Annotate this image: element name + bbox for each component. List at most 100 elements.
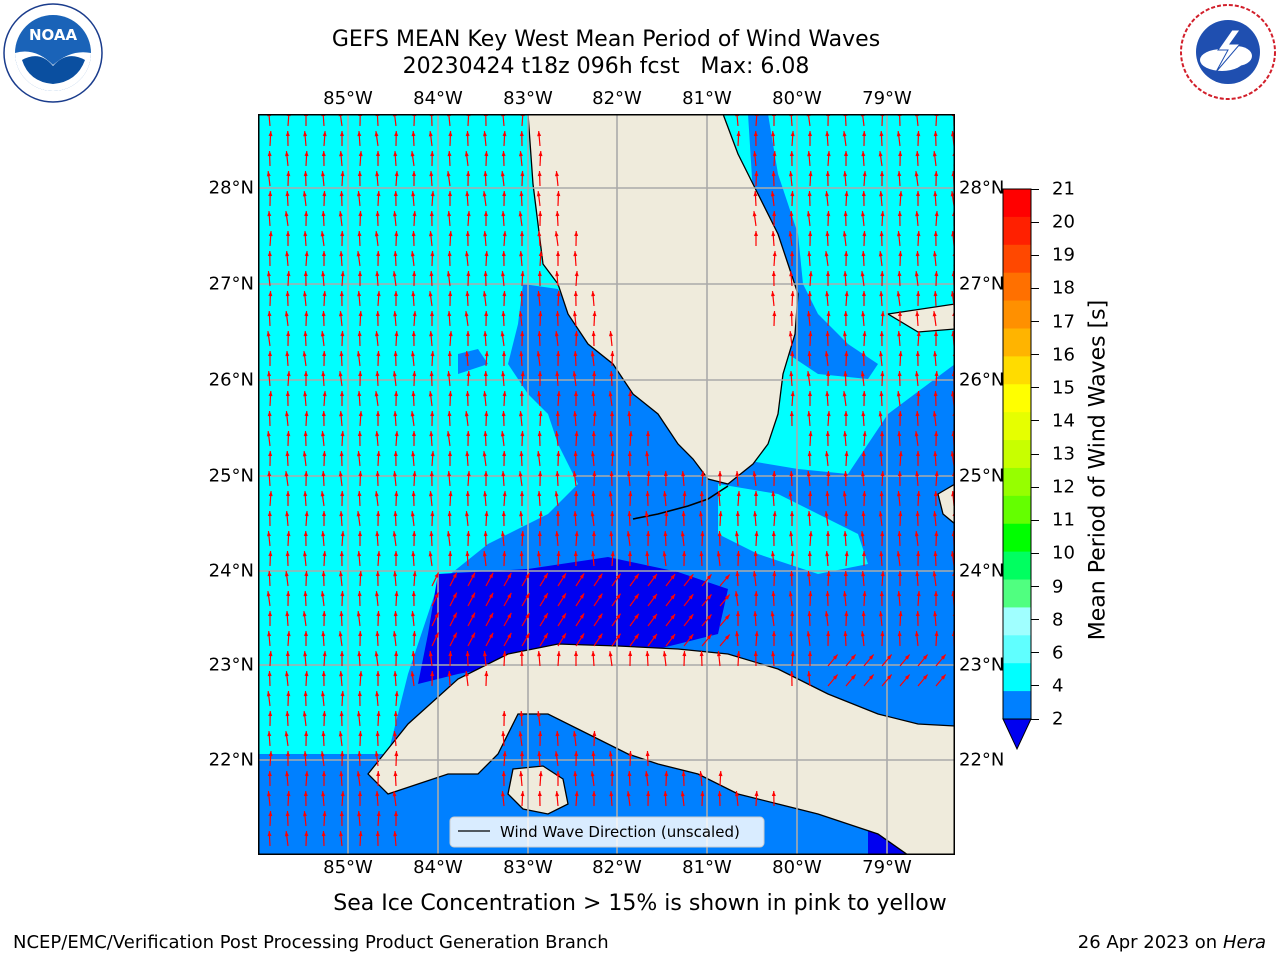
wind-wave-arrow — [609, 470, 614, 487]
wind-wave-arrow — [915, 410, 920, 427]
wind-wave-arrow — [807, 450, 812, 467]
wind-wave-arrow — [862, 490, 867, 507]
wind-wave-arrow — [557, 612, 567, 627]
wind-wave-arrow — [789, 570, 794, 587]
wind-wave-arrow — [790, 190, 795, 207]
wind-wave-arrow — [340, 651, 344, 666]
wind-wave-arrow — [734, 531, 739, 547]
wind-wave-arrow — [555, 470, 560, 487]
wind-wave-arrow — [717, 491, 722, 507]
wind-wave-arrow — [861, 571, 866, 587]
wind-wave-arrow — [735, 631, 740, 647]
wind-wave-arrow — [285, 771, 290, 787]
wind-wave-arrow — [357, 690, 362, 707]
wind-wave-arrow — [789, 670, 794, 687]
wind-wave-arrow — [575, 573, 585, 587]
wind-wave-arrow — [753, 550, 758, 567]
wind-wave-arrow — [843, 310, 848, 327]
wind-wave-arrow — [412, 210, 417, 227]
wind-wave-arrow — [590, 511, 595, 527]
wind-wave-arrow — [358, 210, 363, 227]
wind-wave-arrow — [629, 633, 640, 647]
colorbar-tick-mark — [1031, 387, 1039, 389]
wind-wave-arrow — [392, 271, 397, 287]
wind-wave-arrow — [411, 191, 416, 207]
wind-wave-arrow — [357, 430, 362, 447]
wind-wave-arrow — [394, 130, 399, 147]
nws-logo — [1180, 4, 1276, 100]
wind-wave-arrow — [520, 170, 525, 187]
wind-wave-arrow — [502, 750, 507, 767]
wind-wave-arrow — [358, 410, 363, 427]
wind-wave-arrow — [338, 371, 343, 387]
wind-wave-arrow — [376, 610, 381, 627]
lon-tick-label-top: 80°W — [772, 88, 822, 109]
wind-wave-arrow — [284, 411, 289, 427]
wind-wave-arrow — [609, 530, 614, 547]
colorbar-label: Mean Period of Wind Waves [s] — [1085, 299, 1111, 641]
wind-wave-arrow — [844, 610, 849, 627]
wind-wave-arrow — [322, 511, 326, 526]
wind-wave-arrow — [520, 231, 524, 246]
wind-wave-arrow — [284, 671, 289, 687]
wind-wave-arrow — [266, 791, 271, 807]
wind-wave-arrow — [411, 550, 416, 567]
wind-wave-arrow — [790, 610, 795, 627]
wind-wave-arrow — [503, 612, 512, 627]
wind-wave-arrow — [806, 571, 811, 587]
wind-wave-arrow — [536, 351, 541, 367]
wind-wave-arrow — [268, 490, 273, 507]
wind-wave-arrow — [376, 250, 381, 267]
wind-wave-arrow — [897, 430, 902, 447]
wind-wave-arrow — [844, 550, 849, 567]
wind-wave-arrow — [608, 331, 613, 347]
wind-wave-arrow — [338, 831, 343, 847]
wind-wave-arrow — [880, 270, 885, 287]
wind-wave-arrow — [503, 572, 512, 587]
wind-wave-arrow — [519, 190, 524, 207]
wind-wave-arrow — [880, 171, 884, 186]
wind-wave-arrow — [430, 311, 434, 326]
colorbar-segment — [1003, 607, 1031, 636]
wind-wave-arrow — [665, 613, 676, 627]
wind-wave-arrow — [771, 790, 776, 807]
wind-wave-arrow — [485, 592, 494, 607]
wind-wave-arrow — [591, 650, 596, 667]
wind-wave-arrow — [320, 171, 325, 187]
wind-wave-arrow — [464, 511, 469, 527]
wind-wave-arrow — [320, 331, 325, 347]
wind-wave-arrow — [394, 330, 399, 347]
wind-wave-arrow — [393, 250, 398, 267]
colorbar-tick-label: 16 — [1052, 344, 1075, 366]
lon-tick-label-bottom: 85°W — [323, 857, 373, 878]
wind-wave-arrow — [447, 510, 452, 527]
wind-wave-arrow — [824, 611, 829, 627]
wind-wave-arrow — [701, 593, 712, 607]
wind-wave-arrow — [339, 770, 344, 787]
wind-wave-arrow — [431, 572, 440, 587]
wind-wave-arrow — [430, 350, 435, 367]
wind-wave-arrow — [322, 130, 327, 147]
wind-wave-arrow — [412, 310, 417, 327]
wind-wave-arrow — [555, 210, 560, 227]
wind-wave-arrow — [770, 291, 775, 307]
wind-wave-arrow — [537, 490, 542, 507]
wind-wave-arrow — [556, 450, 561, 467]
wind-wave-arrow — [572, 371, 577, 387]
wind-wave-arrow — [736, 550, 741, 567]
wind-wave-arrow — [915, 510, 920, 527]
wind-wave-arrow — [916, 590, 921, 607]
wind-wave-arrow — [610, 510, 615, 527]
wind-wave-arrow — [628, 650, 633, 667]
wind-wave-arrow — [358, 730, 363, 747]
wind-wave-arrow — [770, 551, 775, 567]
wind-wave-arrow — [340, 330, 345, 347]
wind-wave-arrow — [824, 351, 829, 367]
wind-wave-arrow — [485, 612, 494, 627]
wind-wave-arrow — [339, 610, 344, 627]
wind-wave-arrow — [393, 770, 398, 787]
wind-wave-arrow — [611, 593, 622, 607]
wind-wave-arrow — [466, 470, 471, 487]
wind-wave-arrow — [915, 150, 920, 167]
wind-wave-arrow — [771, 530, 776, 547]
